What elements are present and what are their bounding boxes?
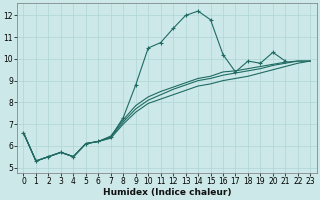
X-axis label: Humidex (Indice chaleur): Humidex (Indice chaleur)	[103, 188, 231, 197]
